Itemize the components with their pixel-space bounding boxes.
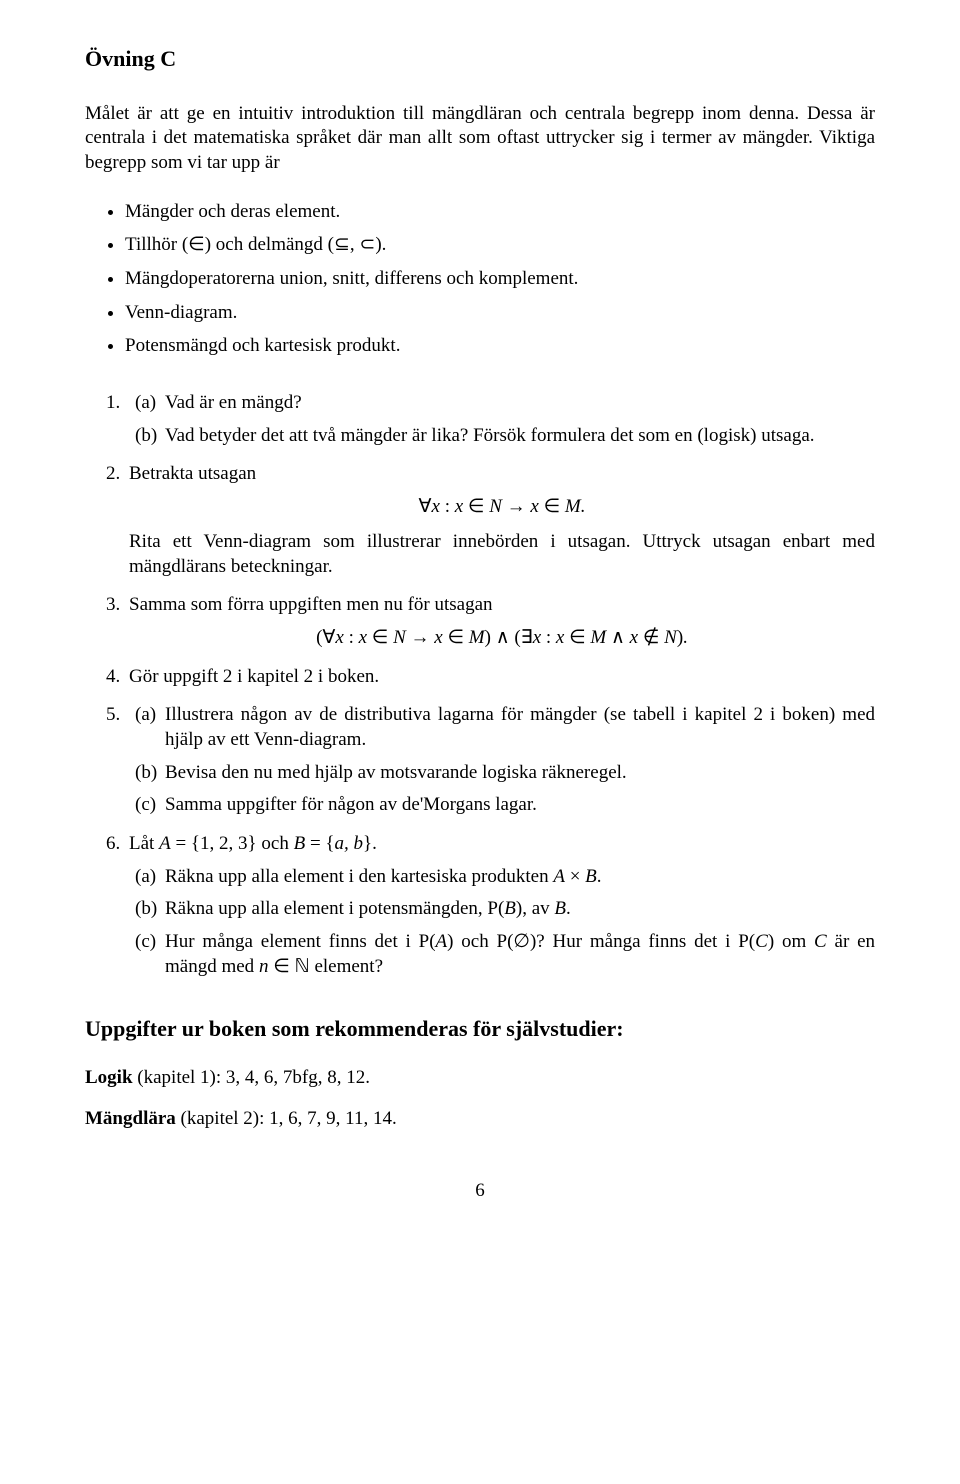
exercise-5a: (a) Illustrera någon av de distributiva … <box>135 703 875 752</box>
concept-item: Tillhör (∈) och delmängd (⊆, ⊂). <box>125 233 875 258</box>
exercise-4: Gör uppgift 2 i kapitel 2 i boken. <box>125 665 875 690</box>
intro-paragraph: Målet är att ge en intuitiv introduktion… <box>85 102 875 176</box>
mangdlara-reference: Mängdlära (kapitel 2): 1, 6, 7, 9, 11, 1… <box>85 1107 875 1132</box>
exercise-6a: (a) Räkna upp alla element i den kartesi… <box>135 865 875 890</box>
exercise-1b: (b) Vad betyder det att två mängder är l… <box>135 424 875 449</box>
exercise-1a: (a) Vad är en mängd? <box>135 391 875 416</box>
exercise-5c: (c) Samma uppgifter för någon av de'Morg… <box>135 793 875 818</box>
concept-list: Mängder och deras element. Tillhör (∈) o… <box>85 200 875 359</box>
formula-q2: ∀x : x ∈ N → x ∈ M. <box>129 495 875 520</box>
concept-item: Mängder och deras element. <box>125 200 875 225</box>
page-number: 6 <box>85 1179 875 1204</box>
exercise-3: Samma som förra uppgiften men nu för uts… <box>125 593 875 650</box>
concept-item: Mängdoperatorerna union, snitt, differen… <box>125 267 875 292</box>
exercise-1: (a) Vad är en mängd? (b) Vad betyder det… <box>125 391 875 448</box>
exercise-5b: (b) Bevisa den nu med hjälp av motsvaran… <box>135 761 875 786</box>
logik-reference: Logik (kapitel 1): 3, 4, 6, 7bfg, 8, 12. <box>85 1066 875 1091</box>
formula-q3: (∀x : x ∈ N → x ∈ M) ∧ (∃x : x ∈ M ∧ x ∉… <box>129 626 875 651</box>
exercise-6c: (c) Hur många element finns det i P(A) o… <box>135 930 875 979</box>
exercise-5: (a) Illustrera någon av de distributiva … <box>125 703 875 818</box>
exercise-title: Övning C <box>85 45 875 74</box>
exercise-2: Betrakta utsagan ∀x : x ∈ N → x ∈ M. Rit… <box>125 462 875 579</box>
concept-item: Venn-diagram. <box>125 301 875 326</box>
exercise-6b: (b) Räkna upp alla element i potensmängd… <box>135 897 875 922</box>
concept-item: Potensmängd och kartesisk produkt. <box>125 334 875 359</box>
exercise-6: Låt A = {1, 2, 3} och B = {a, b}. (a) Rä… <box>125 832 875 979</box>
exercise-list: (a) Vad är en mängd? (b) Vad betyder det… <box>85 391 875 979</box>
selfstudy-heading: Uppgifter ur boken som rekommenderas för… <box>85 1015 875 1044</box>
